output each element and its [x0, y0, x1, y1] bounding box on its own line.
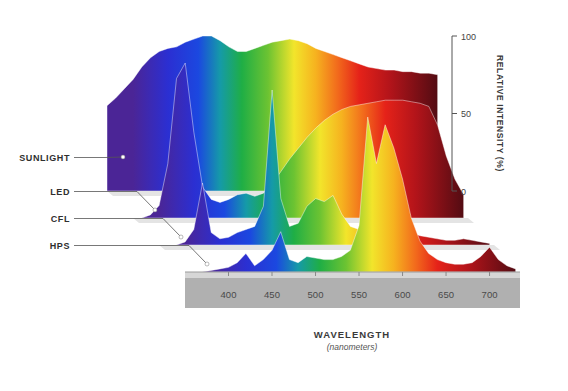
x-tick	[272, 272, 273, 276]
x-tick	[315, 272, 316, 276]
x-tick-label: 650	[438, 289, 454, 300]
x-tick-label: 500	[308, 289, 324, 300]
slab	[185, 278, 520, 308]
series-label: SUNLIGHT	[19, 153, 70, 163]
leader-dot	[121, 155, 125, 159]
x-tick-label: 700	[482, 289, 498, 300]
leader-dot	[153, 208, 157, 212]
x-tick	[402, 272, 403, 276]
spectrum-area	[185, 117, 516, 272]
series-label: HPS	[50, 241, 70, 251]
y-tick-label: 0	[461, 187, 466, 197]
leader-dot	[179, 235, 183, 239]
leader-dot	[205, 262, 209, 266]
x-tick-label: 450	[264, 289, 280, 300]
series-group	[185, 117, 516, 272]
x-axis-subtitle: (nanometers)	[327, 342, 378, 352]
layer-floor	[159, 245, 500, 250]
y-tick-label: 50	[461, 109, 471, 119]
x-axis-title: WAVELENGTH	[314, 329, 390, 340]
y-tick	[452, 191, 457, 192]
chart: 400450500550600650700WAVELENGTH(nanomete…	[0, 0, 568, 391]
y-axis-title: RELATIVE INTENSITY (%)	[495, 55, 505, 172]
x-tick	[446, 272, 447, 276]
series-group	[133, 63, 464, 218]
x-tick	[359, 272, 360, 276]
spectrum-area	[159, 90, 490, 245]
leader-line	[74, 157, 123, 159]
x-tick	[228, 272, 229, 276]
y-tick-label: 100	[461, 32, 476, 42]
leader-line	[74, 246, 207, 265]
slab-top	[185, 272, 520, 278]
y-tick	[452, 36, 457, 37]
leader-line	[74, 219, 181, 238]
x-axis-line	[185, 272, 520, 273]
x-tick	[489, 272, 490, 276]
x-tick-label: 550	[351, 289, 367, 300]
x-tick-label: 600	[395, 289, 411, 300]
x-tick-label: 400	[221, 289, 237, 300]
page: {"chart_data": { "type": "area", "x_labe…	[0, 0, 568, 391]
series-label: CFL	[51, 214, 70, 224]
y-tick	[452, 113, 457, 114]
series-label: LED	[50, 187, 70, 197]
spectrum-area	[133, 63, 464, 218]
leader-line	[74, 192, 155, 211]
series-group	[159, 90, 490, 245]
